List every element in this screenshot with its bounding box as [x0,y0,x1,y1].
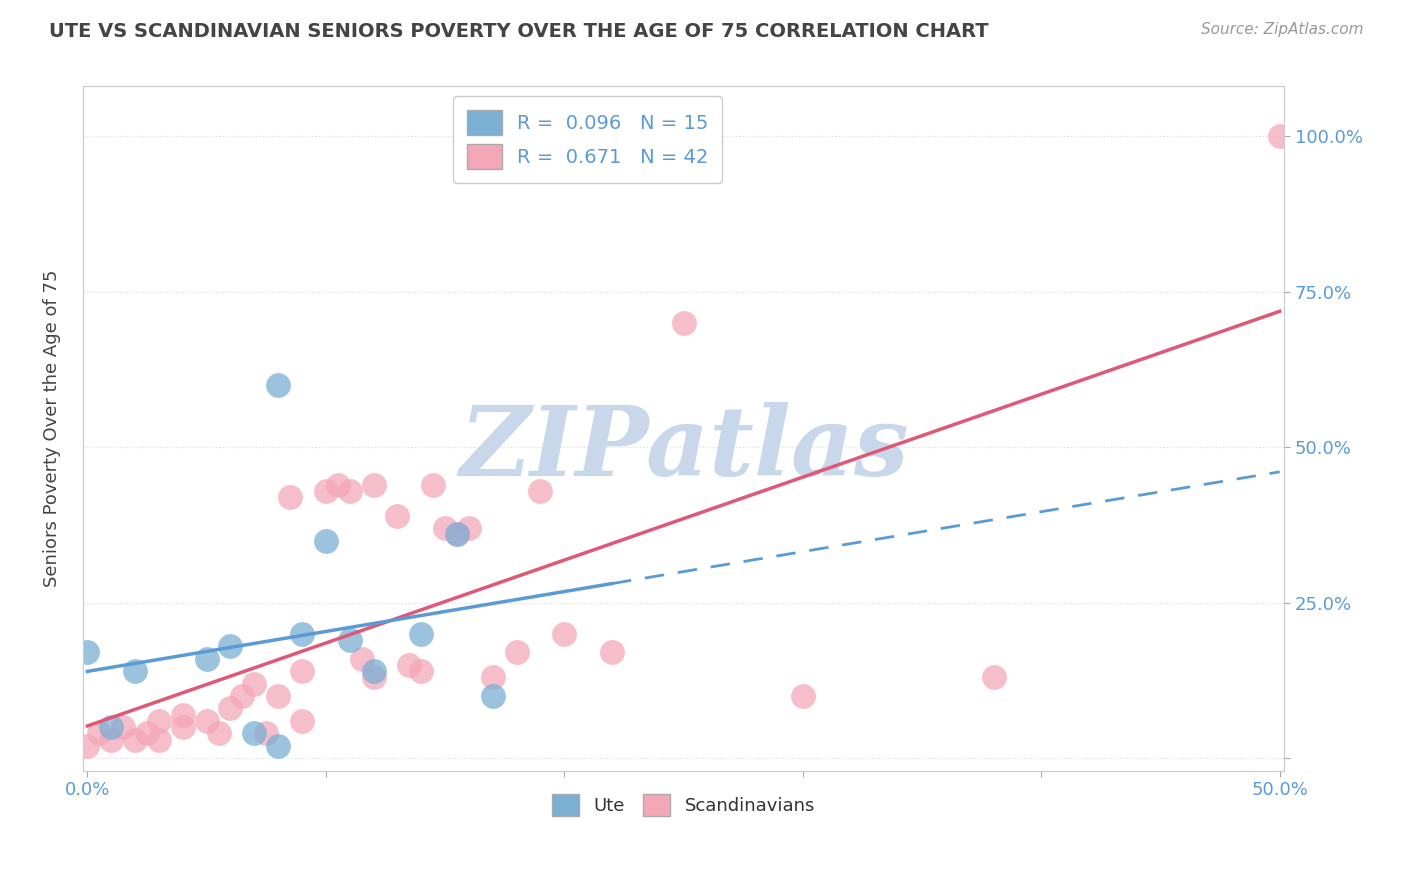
Point [363,664,385,678]
Point [291,627,314,641]
Point [195,651,218,665]
Point [387,508,409,523]
Point [219,640,242,654]
Point [172,707,194,722]
Point [89,726,111,740]
Point [124,732,146,747]
Point [350,651,373,665]
Point [553,627,575,641]
Point [195,714,218,728]
Text: ZIPatlas: ZIPatlas [458,402,908,496]
Point [481,689,503,703]
Point [315,483,337,498]
Legend: Ute, Scandinavians: Ute, Scandinavians [546,787,823,823]
Point [505,645,527,659]
Point [231,689,253,703]
Point [291,664,314,678]
Y-axis label: Seniors Poverty Over the Age of 75: Seniors Poverty Over the Age of 75 [44,269,60,587]
Point [76,739,98,753]
Point [148,714,170,728]
Point [100,732,122,747]
Point [672,316,695,330]
Point [267,689,290,703]
Point [219,701,242,715]
Point [339,633,361,648]
Point [243,676,266,690]
Point [446,527,468,541]
Point [267,739,290,753]
Point [254,726,277,740]
Point [411,664,433,678]
Point [243,726,266,740]
Point [1268,129,1291,144]
Point [983,670,1005,684]
Point [278,490,301,504]
Point [792,689,814,703]
Point [315,533,337,548]
Point [363,477,385,491]
Point [100,720,122,734]
Point [124,664,146,678]
Point [76,645,98,659]
Point [112,720,135,734]
Point [267,378,290,392]
Point [458,521,481,535]
Point [363,670,385,684]
Point [326,477,349,491]
Point [481,670,503,684]
Point [172,720,194,734]
Point [148,732,170,747]
Point [600,645,623,659]
Point [422,477,444,491]
Point [398,657,420,672]
Point [411,627,433,641]
Text: UTE VS SCANDINAVIAN SENIORS POVERTY OVER THE AGE OF 75 CORRELATION CHART: UTE VS SCANDINAVIAN SENIORS POVERTY OVER… [49,22,988,41]
Point [446,527,468,541]
Point [339,483,361,498]
Point [291,714,314,728]
Point [529,483,551,498]
Point [207,726,229,740]
Text: Source: ZipAtlas.com: Source: ZipAtlas.com [1201,22,1364,37]
Point [136,726,159,740]
Point [434,521,457,535]
